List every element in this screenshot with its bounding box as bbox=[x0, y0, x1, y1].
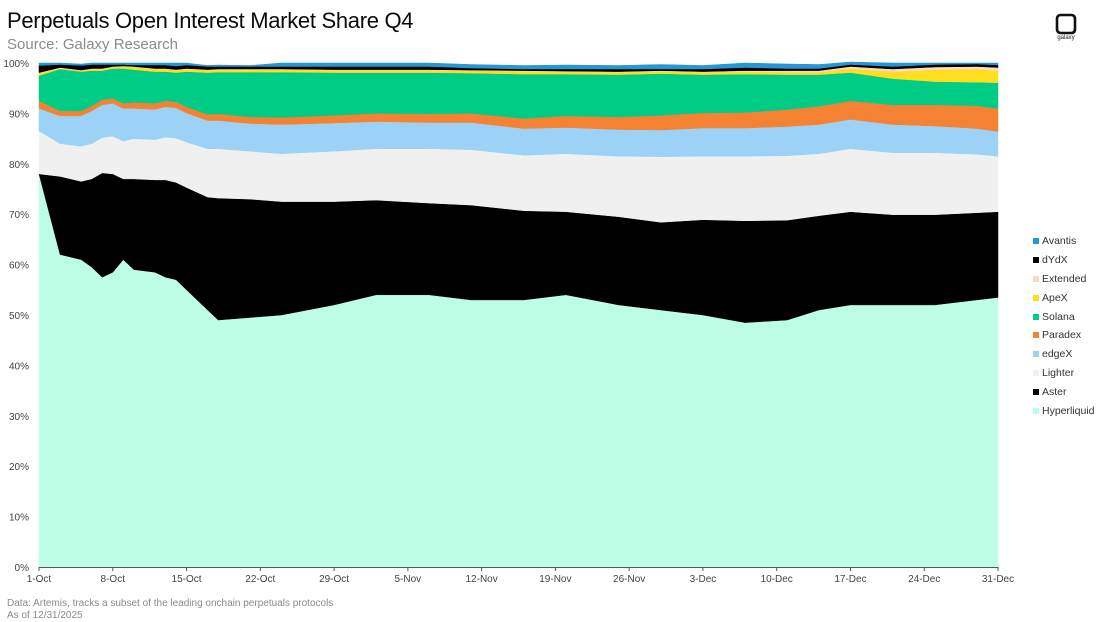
y-tick-label: 80% bbox=[9, 160, 29, 171]
x-tick-label: 19-Nov bbox=[539, 574, 571, 585]
legend-item-extended: Extended bbox=[1033, 270, 1095, 289]
y-tick-label: 20% bbox=[9, 462, 29, 473]
legend-item-paradex: Paradex bbox=[1033, 326, 1095, 345]
x-tick-label: 17-Dec bbox=[834, 574, 866, 585]
x-tick-label: 8-Oct bbox=[101, 574, 126, 585]
logo-text: galaxy bbox=[1057, 35, 1075, 41]
x-tick-label: 22-Oct bbox=[245, 574, 275, 585]
x-tick-label: 12-Nov bbox=[465, 574, 497, 585]
legend-label: Extended bbox=[1042, 272, 1087, 285]
x-tick-label: 15-Oct bbox=[172, 574, 202, 585]
y-tick-label: 90% bbox=[9, 109, 29, 120]
legend-swatch bbox=[1033, 407, 1039, 414]
y-axis: 0% 10% 20% 30% 40% 50% 60% 70% 80% 90% 100% bbox=[3, 59, 998, 574]
legend-label: Paradex bbox=[1042, 329, 1082, 342]
legend-label: Aster bbox=[1042, 385, 1067, 398]
legend-item-lighter: Lighter bbox=[1033, 364, 1095, 383]
x-tick-label: 1-Oct bbox=[27, 574, 52, 585]
galaxy-logo: galaxy bbox=[1054, 12, 1078, 44]
chart-subtitle: Source: Galaxy Research bbox=[7, 36, 178, 53]
legend-item-edgex: edgeX bbox=[1033, 345, 1095, 364]
x-tick-label: 3-Dec bbox=[690, 574, 717, 585]
legend-item-solana: Solana bbox=[1033, 307, 1095, 326]
y-tick-label: 10% bbox=[9, 513, 29, 524]
legend-label: edgeX bbox=[1042, 348, 1073, 361]
legend-item-apex: ApeX bbox=[1033, 288, 1095, 307]
legend-item-hyperliquid: Hyperliquid bbox=[1033, 401, 1095, 420]
chart-title: Perpetuals Open Interest Market Share Q4 bbox=[7, 8, 414, 33]
legend-label: Lighter bbox=[1042, 366, 1075, 379]
legend-swatch bbox=[1033, 238, 1039, 245]
footer-date-note: As of 12/31/2025 bbox=[7, 610, 83, 621]
y-tick-label: 50% bbox=[9, 311, 29, 322]
legend-swatch bbox=[1033, 351, 1039, 358]
y-tick-label: 30% bbox=[9, 412, 29, 423]
legend-item-aster: Aster bbox=[1033, 382, 1095, 401]
x-tick-label: 31-Dec bbox=[982, 574, 1014, 585]
x-axis: 1-Oct 8-Oct 15-Oct 22-Oct 29-Oct 5-Nov 12-Nov 1… bbox=[27, 567, 1014, 585]
x-tick-label: 24-Dec bbox=[908, 574, 940, 585]
areas-group bbox=[38, 61, 999, 568]
legend-swatch bbox=[1033, 275, 1039, 282]
x-tick-label: 5-Nov bbox=[395, 574, 422, 585]
x-tick-label: 29-Oct bbox=[319, 574, 349, 585]
galaxy-logo-icon bbox=[1055, 13, 1077, 35]
y-tick-label: 60% bbox=[9, 261, 29, 272]
legend-swatch bbox=[1033, 257, 1039, 264]
legend-label: dYdX bbox=[1042, 254, 1068, 267]
y-tick-label: 0% bbox=[15, 563, 30, 574]
footer: Data: Artemis, tracks a subset of the le… bbox=[7, 598, 333, 622]
area-avantis bbox=[38, 61, 999, 70]
legend-swatch bbox=[1033, 294, 1039, 301]
legend-swatch bbox=[1033, 369, 1039, 376]
x-tick-label: 26-Nov bbox=[613, 574, 645, 585]
legend-label: Avantis bbox=[1042, 235, 1077, 248]
x-tick-label: 10-Dec bbox=[761, 574, 793, 585]
legend-swatch bbox=[1033, 313, 1039, 320]
legend-label: ApeX bbox=[1042, 291, 1068, 304]
y-tick-label: 40% bbox=[9, 361, 29, 372]
legend-item-dydx: dYdX bbox=[1033, 251, 1095, 270]
y-tick-label: 100% bbox=[3, 59, 29, 70]
y-tick-label: 70% bbox=[9, 210, 29, 221]
legend-item-avantis: Avantis bbox=[1033, 232, 1095, 251]
legend-swatch bbox=[1033, 388, 1039, 395]
legend-swatch bbox=[1033, 332, 1039, 339]
footer-source-note: Data: Artemis, tracks a subset of the le… bbox=[7, 598, 334, 609]
legend-label: Solana bbox=[1042, 310, 1075, 323]
legend: Avantis dYdX Extended ApeX Solana Paradex edge… bbox=[1033, 232, 1095, 420]
legend-label: Hyperliquid bbox=[1042, 404, 1095, 417]
